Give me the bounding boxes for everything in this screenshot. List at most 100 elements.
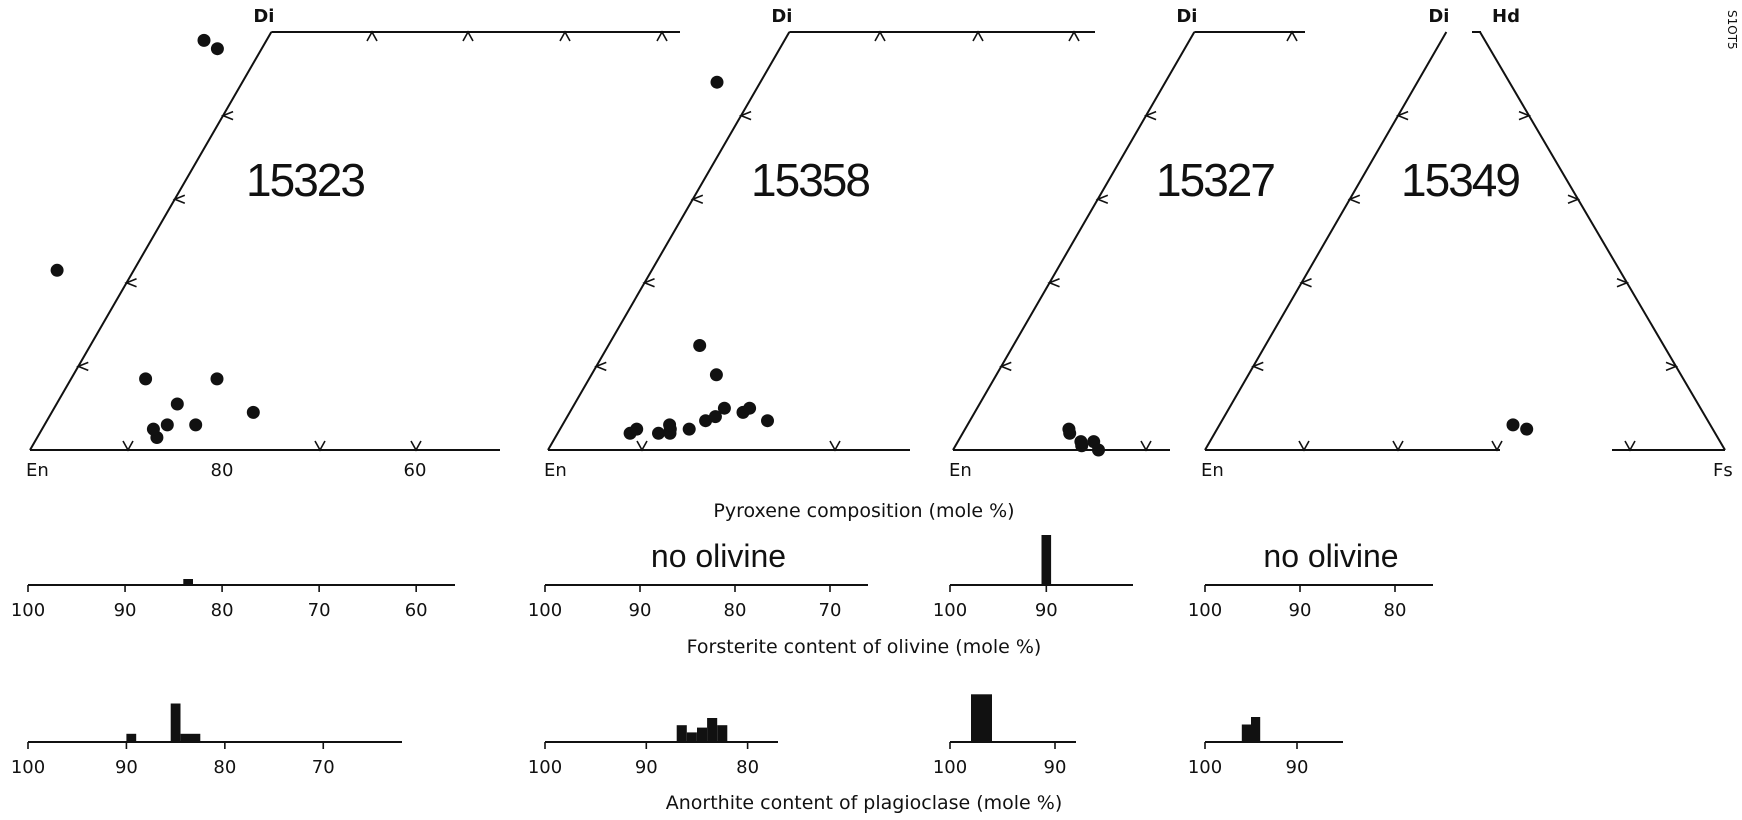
data-point xyxy=(170,397,184,411)
edge-tick xyxy=(1395,110,1409,121)
data-point xyxy=(699,414,713,428)
x-tick-label: 100 xyxy=(528,757,562,778)
top-tick xyxy=(1286,30,1298,42)
top-tick xyxy=(1068,30,1080,42)
edge-tick xyxy=(1251,361,1264,372)
x-tick-label: 100 xyxy=(11,600,45,621)
x-tick-label: 90 xyxy=(1035,600,1058,621)
data-point xyxy=(743,401,757,415)
olivine-panel-15327: 100 90 xyxy=(933,535,1133,621)
top-tick xyxy=(656,30,668,42)
corner-label-di: Di xyxy=(1428,6,1449,27)
base-tick xyxy=(1624,440,1636,452)
corner-label-en: En xyxy=(544,460,567,481)
x-tick-label: 60 xyxy=(404,460,427,481)
edge-tick xyxy=(1616,278,1630,288)
corner-label-di: Di xyxy=(1176,6,1197,27)
data-point xyxy=(210,42,224,56)
edge-tick xyxy=(738,110,752,121)
base-tick xyxy=(1392,440,1404,452)
plagioclase-histograms: 100 90 80 70 100 90 80 100 90 100 90 xyxy=(11,694,1343,778)
x-tick-label: 90 xyxy=(1044,757,1067,778)
sample-number: 15349 xyxy=(1401,154,1519,206)
data-point xyxy=(160,418,174,432)
histogram-bar xyxy=(676,725,687,742)
top-tick xyxy=(874,30,886,42)
x-tick-label: 80 xyxy=(211,460,234,481)
edge-tick xyxy=(1347,194,1361,204)
x-tick-label: 100 xyxy=(1188,757,1222,778)
data-point xyxy=(1062,422,1076,436)
olivine-panel-15349: 100 90 80 no olivine xyxy=(1188,538,1433,621)
data-point xyxy=(693,339,707,352)
x-tick-label: 80 xyxy=(211,600,234,621)
base-tick xyxy=(636,440,648,452)
data-point xyxy=(682,422,696,436)
base-tick xyxy=(1491,440,1503,452)
histogram-bar xyxy=(183,579,193,585)
pyroxene-panel-15349: Hd Fs En Di 15349 xyxy=(1201,6,1733,481)
data-point xyxy=(50,263,64,277)
edge-tick xyxy=(999,361,1012,372)
x-tick-label: 90 xyxy=(1289,600,1312,621)
en-di-edge xyxy=(547,31,791,451)
data-point xyxy=(710,75,724,89)
olivine-panel-15323: 100 90 80 70 60 xyxy=(11,579,455,621)
edge-tick xyxy=(1665,361,1679,372)
edge-tick xyxy=(1567,194,1581,204)
top-tick xyxy=(559,30,571,42)
x-tick-label: 100 xyxy=(528,600,562,621)
base-tick xyxy=(1140,440,1152,452)
histogram-bar xyxy=(971,694,992,742)
en-di-edge xyxy=(952,31,1196,451)
base-tick xyxy=(314,440,326,452)
plagioclase-panel-15323: 100 90 80 70 xyxy=(11,703,402,778)
sample-number: 15358 xyxy=(751,154,869,206)
data-point xyxy=(717,401,731,415)
top-tick xyxy=(366,30,378,42)
edge-tick xyxy=(1299,278,1312,288)
corner-label-di: Di xyxy=(253,6,274,27)
edge-tick xyxy=(76,361,89,372)
corner-label-hd: Hd xyxy=(1492,6,1520,27)
x-tick-label: 80 xyxy=(1384,600,1407,621)
base-tick xyxy=(122,440,134,452)
pyroxene-panel-15358: En Di 15358 xyxy=(544,6,1095,481)
data-point xyxy=(246,405,260,419)
x-tick-label: 90 xyxy=(629,600,652,621)
x-tick-label: 90 xyxy=(1286,757,1309,778)
histogram-bar xyxy=(126,733,137,743)
top-tick xyxy=(972,30,984,42)
x-tick-label: 80 xyxy=(213,757,236,778)
base-tick xyxy=(829,440,841,452)
x-tick-label: 60 xyxy=(405,600,428,621)
pyroxene-caption: Pyroxene composition (mole %) xyxy=(713,500,1014,522)
data-point xyxy=(1506,418,1520,432)
olivine-panel-15358: 100 90 80 70 no olivine xyxy=(528,538,868,621)
x-tick-label: 100 xyxy=(11,757,45,778)
pyroxene-panel-15327: En Di 15327 xyxy=(197,6,1305,481)
en-di-edge xyxy=(1204,31,1448,451)
top-tick xyxy=(462,30,474,42)
hd-fs-edge xyxy=(1479,31,1726,451)
x-tick-label: 90 xyxy=(115,757,138,778)
x-tick-label: 100 xyxy=(933,600,967,621)
edge-tick xyxy=(594,361,607,372)
edge-tick xyxy=(1047,278,1060,288)
pyroxene-panel-15323: En Di 80 60 15323 xyxy=(26,6,680,481)
data-point xyxy=(210,372,224,386)
no-olivine-note: no olivine xyxy=(1263,538,1398,574)
plagioclase-caption: Anorthite content of plagioclase (mole %… xyxy=(666,792,1063,814)
data-point xyxy=(630,422,644,436)
edge-tick xyxy=(172,194,186,204)
data-point xyxy=(652,426,665,440)
edge-tick xyxy=(1518,110,1532,121)
data-point xyxy=(1074,435,1088,449)
histogram-bar xyxy=(707,718,718,742)
corner-label-en: En xyxy=(26,460,49,481)
base-tick xyxy=(1298,440,1310,452)
histogram-bar xyxy=(1241,724,1251,742)
x-tick-label: 70 xyxy=(308,600,331,621)
corner-label-en: En xyxy=(949,460,972,481)
